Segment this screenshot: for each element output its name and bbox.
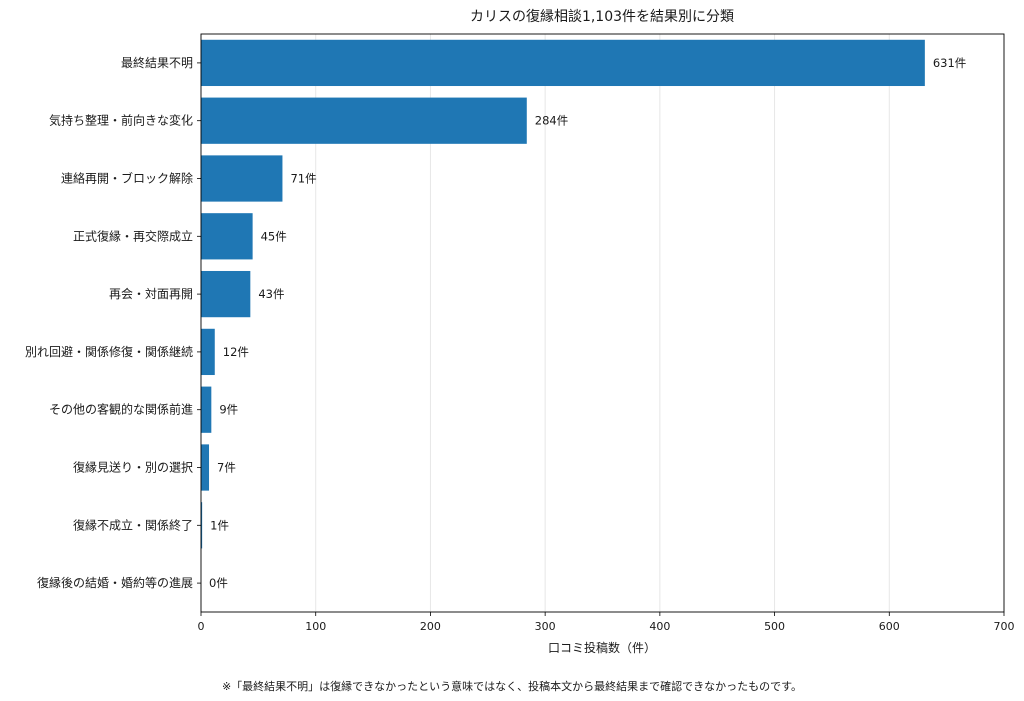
category-label: 復縁見送り・別の選択: [73, 460, 193, 475]
x-tick-label: 100: [305, 620, 326, 633]
bar: [201, 39, 925, 87]
data-label: 45件: [261, 229, 287, 243]
x-tick-label: 700: [994, 620, 1015, 633]
footnote: ※「最終結果不明」は復縁できなかったという意味ではなく、投稿本文から最終結果まで…: [221, 680, 803, 693]
data-label: 12件: [223, 345, 249, 359]
category-labels: 最終結果不明気持ち整理・前向きな変化連絡再開・ブロック解除正式復縁・再交際成立再…: [25, 55, 201, 590]
x-tick-label: 600: [879, 620, 900, 633]
x-tick-label: 400: [649, 620, 670, 633]
data-label: 284件: [535, 114, 568, 128]
x-tick-label: 200: [420, 620, 441, 633]
plot-frame: [200, 33, 1005, 613]
x-tick-label: 0: [198, 620, 205, 633]
category-label: 別れ回避・関係修復・関係継続: [25, 344, 193, 359]
data-label: 0件: [209, 576, 228, 590]
chart-title: カリスの復縁相談1,103件を結果別に分類: [470, 8, 734, 25]
category-label: 復縁不成立・関係終了: [73, 517, 193, 532]
data-label: 1件: [210, 518, 229, 532]
category-label: 気持ち整理・前向きな変化: [49, 113, 193, 128]
bar: [201, 328, 215, 376]
bar: [201, 386, 212, 433]
data-label: 71件: [290, 172, 316, 186]
bars: 631件 284件 71件 45件 43件 12件 9件 7件 1件 0件: [201, 39, 966, 590]
data-label: 43件: [258, 287, 284, 301]
category-label: 連絡再開・ブロック解除: [61, 171, 193, 186]
category-label: その他の客観的な関係前進: [49, 402, 193, 417]
data-label: 631件: [933, 56, 966, 70]
x-tick-label: 300: [535, 620, 556, 633]
category-label: 最終結果不明: [121, 55, 193, 70]
x-axis-title: 口コミ投稿数（件）: [548, 640, 656, 655]
data-label: 7件: [217, 461, 236, 475]
category-label: 再会・対面再開: [109, 287, 193, 301]
bar-chart: カリスの復縁相談1,103件を結果別に分類 631件 284件 71件 45件 43件 1…: [25, 8, 1015, 655]
category-label: 正式復縁・再交際成立: [73, 228, 193, 243]
bar: [201, 213, 253, 260]
bar: [201, 502, 203, 549]
bar: [201, 155, 283, 202]
bar: [201, 270, 251, 318]
bar: [201, 97, 527, 144]
data-label: 9件: [219, 403, 238, 417]
bar: [201, 444, 210, 491]
category-label: 復縁後の結婚・婚約等の進展: [37, 575, 193, 590]
x-axis-ticks: 0 100 200 300 400 500 600 700: [198, 612, 1015, 633]
x-tick-label: 500: [764, 620, 785, 633]
